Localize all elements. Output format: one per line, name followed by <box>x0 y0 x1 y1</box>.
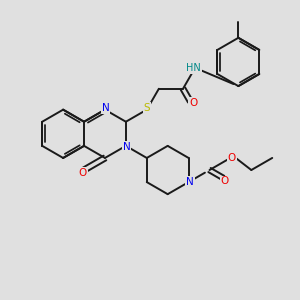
Text: O: O <box>189 98 197 108</box>
Text: N: N <box>102 103 110 113</box>
Text: HN: HN <box>186 63 201 73</box>
Text: S: S <box>143 103 150 113</box>
Text: O: O <box>220 176 229 186</box>
Text: O: O <box>228 153 236 163</box>
Text: N: N <box>123 142 130 152</box>
Text: N: N <box>186 177 194 187</box>
Text: O: O <box>79 168 87 178</box>
